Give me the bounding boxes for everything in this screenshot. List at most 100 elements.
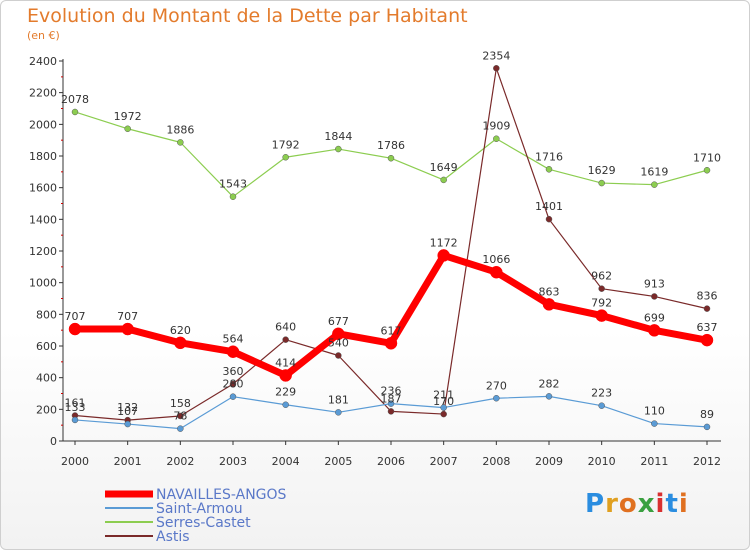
logo-letter: r	[605, 489, 619, 519]
data-label: 107	[117, 405, 138, 418]
x-tick-label: 2007	[430, 455, 458, 468]
data-label: 1972	[114, 110, 142, 123]
data-label: 78	[173, 410, 187, 423]
data-label: 282	[539, 377, 560, 390]
y-tick-label: 1400	[29, 213, 57, 226]
data-label: 236	[381, 385, 402, 398]
data-label: 792	[591, 297, 612, 310]
y-tick-label: 0	[50, 435, 57, 448]
y-tick-label: 1200	[29, 245, 57, 258]
data-point	[229, 193, 237, 200]
x-tick-label: 2002	[166, 455, 194, 468]
y-tick-label: 2000	[29, 118, 57, 131]
data-point	[177, 425, 184, 432]
data-label: 211	[433, 389, 454, 402]
data-point	[335, 352, 342, 359]
y-tick-label: 200	[36, 403, 57, 416]
data-label: 280	[223, 378, 244, 391]
chart-subtitle: (en €)	[27, 29, 60, 42]
data-label: 161	[65, 397, 86, 410]
data-point	[493, 395, 500, 402]
x-tick-label: 2010	[588, 455, 616, 468]
data-label: 1786	[377, 139, 405, 152]
chart-title: Evolution du Montant de la Dette par Hab…	[27, 5, 468, 27]
legend-label: Serres-Castet	[156, 515, 251, 531]
data-label: 132	[117, 401, 138, 414]
data-point	[229, 393, 237, 400]
data-point	[542, 298, 556, 311]
data-label: 637	[697, 321, 718, 334]
data-label: 962	[591, 270, 612, 283]
data-point	[545, 215, 553, 223]
data-point	[703, 423, 711, 431]
data-point	[648, 324, 661, 337]
data-label: 707	[117, 310, 138, 323]
data-point	[700, 333, 714, 347]
data-point	[387, 400, 395, 407]
data-point	[282, 401, 289, 408]
data-point	[124, 125, 131, 133]
data-point	[651, 293, 658, 300]
data-point	[68, 322, 82, 336]
data-label: 707	[65, 310, 86, 323]
legend-label: Astis	[156, 529, 190, 545]
data-label: 564	[223, 333, 244, 346]
data-point	[545, 393, 553, 400]
data-point	[229, 380, 237, 388]
x-tick-label: 2003	[219, 455, 247, 468]
data-label: 677	[328, 315, 349, 328]
data-point	[335, 145, 342, 153]
y-tick-label: 800	[36, 308, 57, 321]
data-label: 617	[381, 324, 402, 337]
data-label: 89	[700, 408, 714, 421]
y-tick-label: 1000	[29, 277, 57, 290]
data-label: 158	[170, 397, 191, 410]
data-label: 181	[328, 393, 349, 406]
data-point	[598, 285, 605, 292]
data-label: 1619	[640, 166, 668, 179]
x-tick-label: 2006	[377, 455, 405, 468]
data-label: 1543	[219, 178, 247, 191]
proxiti-logo: Proxiti	[585, 489, 689, 519]
data-label: 1909	[482, 120, 510, 133]
x-tick-label: 2000	[61, 455, 89, 468]
data-label: 223	[591, 387, 612, 400]
data-point	[387, 154, 395, 162]
y-tick-label: 1600	[29, 182, 57, 195]
data-label: 1401	[535, 200, 563, 213]
data-label: 1886	[166, 123, 194, 136]
data-point	[651, 420, 658, 427]
data-label: 540	[328, 337, 349, 350]
data-point	[174, 336, 187, 350]
data-point	[177, 412, 184, 420]
data-label: 1629	[588, 164, 616, 177]
data-label: 913	[644, 277, 665, 290]
data-label: 863	[539, 285, 560, 298]
x-tick-label: 2011	[640, 455, 668, 468]
series-line	[74, 67, 708, 421]
data-point	[440, 410, 447, 418]
data-point	[332, 327, 345, 341]
data-label: 1710	[693, 151, 721, 164]
data-label: 1844	[324, 130, 352, 143]
data-point	[595, 309, 608, 322]
data-point	[279, 369, 292, 382]
data-label: 110	[644, 405, 665, 418]
y-tick-label: 600	[36, 340, 57, 353]
legend-label: Saint-Armou	[156, 501, 243, 517]
logo-letter: t	[665, 489, 679, 519]
x-tick-label: 2012	[693, 455, 721, 468]
data-point	[335, 409, 342, 416]
y-tick-label: 2400	[29, 55, 57, 68]
data-point	[177, 139, 184, 146]
data-point	[282, 336, 289, 343]
y-tick-label: 400	[36, 372, 57, 385]
data-label: 1716	[535, 150, 563, 163]
data-label: 414	[275, 356, 296, 369]
data-label: 1172	[430, 236, 458, 249]
data-point	[437, 249, 450, 262]
data-point	[490, 265, 503, 279]
data-point	[71, 416, 79, 424]
